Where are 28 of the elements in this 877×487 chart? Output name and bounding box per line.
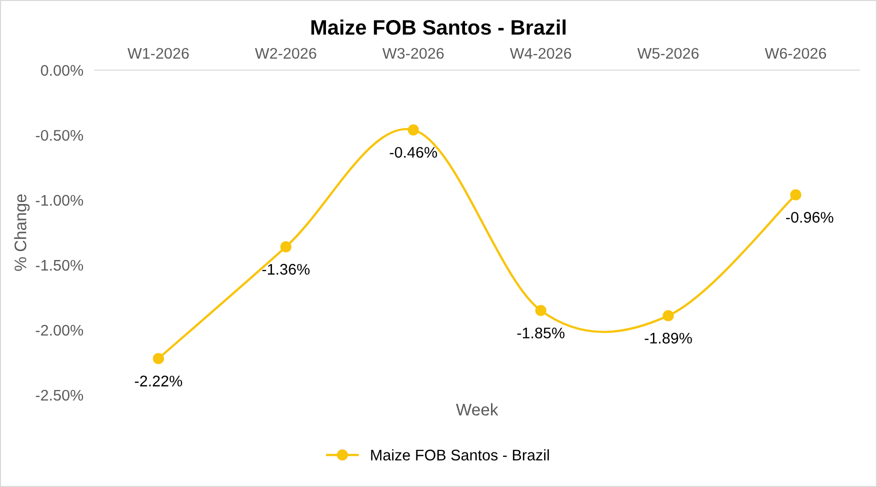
point: [790, 189, 802, 200]
data-label: -2.22%: [134, 376, 182, 386]
data-label: -0.96%: [786, 212, 834, 223]
y-axis-title: % Change: [14, 194, 30, 271]
data-label: -1.36%: [262, 264, 310, 275]
point: [535, 304, 546, 316]
x-tick-label: W5-2026: [637, 48, 699, 59]
y-tick-label: -0.50%: [36, 130, 84, 141]
y-tick-label: -2.00%: [36, 324, 84, 336]
y-tick-label: 0.00%: [40, 64, 84, 76]
data-label: -1.85%: [517, 328, 564, 338]
x-tick-label: W4-2026: [510, 48, 572, 59]
x-axis-title: Week: [456, 403, 498, 416]
y-tick-label: -1.00%: [36, 194, 84, 206]
point: [408, 124, 419, 136]
y-tick-label: -2.50%: [36, 390, 84, 401]
point: [662, 310, 674, 322]
x-tick-label: W2-2026: [254, 48, 316, 59]
point: [152, 353, 164, 364]
y-tick-label: -1.50%: [36, 260, 84, 271]
legend-label: Maize FOB Santos - Brazil: [371, 449, 549, 460]
point: [280, 241, 292, 252]
x-tick-label: W6-2026: [764, 48, 826, 59]
x-tick-label: W1-2026: [128, 48, 189, 59]
x-tick-label: W3-2026: [382, 48, 444, 59]
data-label: -0.46%: [390, 146, 438, 158]
chart-title: Maize FOB Santos - Brazil: [311, 19, 566, 35]
data-label: -1.89%: [644, 332, 692, 344]
